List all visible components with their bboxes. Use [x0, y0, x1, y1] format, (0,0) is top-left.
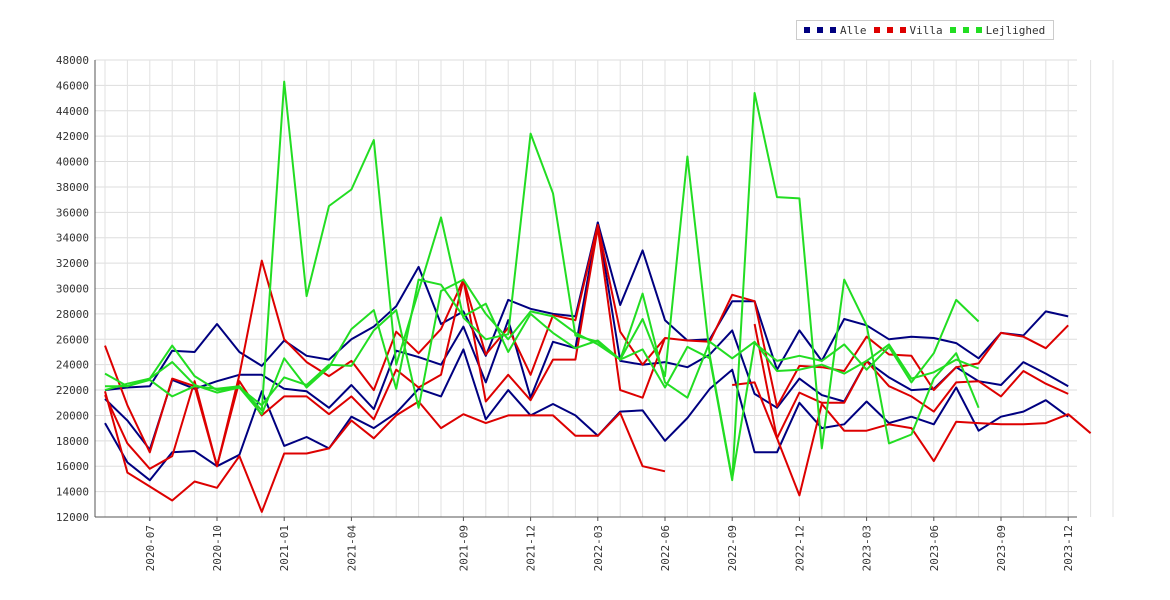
y-tick-label: 32000 [56, 257, 89, 270]
legend-label-villa: Villa [909, 23, 943, 37]
x-tick-label: 2023-06 [928, 525, 941, 571]
x-tick-label: 2023-12 [1062, 525, 1075, 571]
series-line-villa-2 [104, 226, 666, 470]
x-tick-label: 2021-12 [525, 525, 538, 571]
legend-swatch-lejlighed-3 [975, 27, 982, 33]
series-line-lejlighed-1 [104, 155, 980, 480]
series-lines [104, 80, 1092, 513]
x-tick-label: 2022-06 [659, 525, 672, 571]
y-tick-label: 36000 [56, 206, 89, 219]
x-tick-label: 2021-01 [278, 525, 291, 571]
legend-swatch-alle-1 [804, 27, 810, 33]
x-tick-label: 2022-09 [726, 525, 739, 571]
y-tick-label: 26000 [56, 333, 89, 346]
y-tick-label: 18000 [56, 435, 89, 448]
legend-swatch-lejlighed-2 [962, 27, 969, 33]
axes: 12000 14000 16000 18000 20000 22000 24000 26000… [56, 54, 1077, 571]
x-tick-label: 2023-03 [861, 525, 874, 571]
y-tick-label: 30000 [56, 283, 89, 296]
y-tick-label: 42000 [56, 130, 89, 143]
y-tick-label: 28000 [56, 308, 89, 321]
legend-swatch-lejlighed-1 [949, 27, 956, 33]
legend-swatch-villa-3 [899, 27, 906, 33]
series-line-alle-2 [104, 221, 1069, 451]
x-tick-label: 2022-03 [592, 525, 605, 571]
y-tick-label: 12000 [56, 511, 89, 524]
series-line-villa-3 [104, 391, 666, 513]
y-tick-label: 46000 [56, 79, 89, 92]
y-tick-label: 34000 [56, 232, 89, 245]
x-tick-label: 2020-07 [144, 525, 157, 571]
legend-label-lejlighed: Lejlighed [985, 23, 1046, 37]
legend-entry-villa: Villa [871, 24, 943, 37]
y-tick-label: 22000 [56, 384, 89, 397]
legend-swatch-alle-2 [817, 27, 823, 33]
y-tick-label: 40000 [56, 156, 89, 169]
series-line-villa-3 [753, 323, 1092, 497]
legend-swatch-villa-1 [873, 27, 880, 33]
series-line-villa-1 [104, 224, 1069, 468]
x-tick-label: 2020-10 [211, 525, 224, 571]
x-tick-label: 2022-12 [793, 525, 806, 571]
y-tick-label: 20000 [56, 409, 89, 422]
legend-swatch-alle-3 [830, 27, 836, 33]
x-tick-label: 2021-09 [457, 525, 470, 571]
legend-entry-lejlighed: Lejlighed [947, 23, 1046, 37]
series-line-lejlighed-3 [105, 80, 980, 482]
y-tick-label: 14000 [56, 486, 89, 499]
x-tick-label: 2023-09 [995, 525, 1008, 571]
y-tick-label: 44000 [56, 105, 89, 118]
legend-swatch-villa-2 [886, 27, 893, 33]
x-tick-label: 2021-04 [345, 525, 358, 572]
y-tick-label: 16000 [56, 460, 89, 473]
chart-legend: Alle Villa Lejlighed [796, 20, 1055, 40]
series-line-villa-2 [732, 359, 1069, 440]
y-tick-label: 48000 [56, 54, 89, 67]
y-tick-label: 24000 [56, 359, 89, 372]
legend-entry-alle: Alle [801, 24, 867, 37]
legend-label-alle: Alle [840, 23, 867, 37]
y-tick-label: 38000 [56, 181, 89, 194]
